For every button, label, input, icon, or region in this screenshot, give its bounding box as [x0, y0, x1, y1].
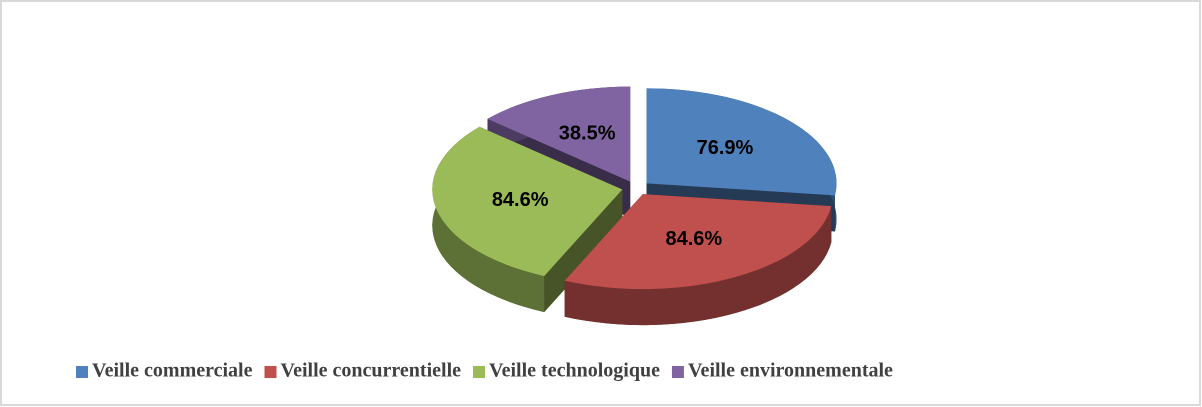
slice-edge [544, 189, 623, 313]
data-label: 38.5% [559, 122, 616, 144]
slice [432, 126, 623, 277]
legend-swatch [76, 366, 88, 378]
slice [487, 86, 631, 182]
legend-swatch [264, 366, 277, 378]
legend-swatch [671, 366, 684, 378]
data-label: 84.6% [665, 228, 722, 250]
legend-label: Veille concurrentielle [281, 360, 462, 382]
legend-swatch [473, 366, 486, 378]
legend: Veille commerciale Veille concurrentielle… [76, 360, 893, 382]
data-label: 76.9% [697, 137, 754, 159]
legend-label: Veille commerciale [92, 360, 253, 382]
data-labels: 76.9% 84.6% 84.6% 38.5% [492, 122, 754, 250]
data-label: 84.6% [492, 189, 549, 211]
legend-label: Veille environnementale [688, 360, 893, 382]
slice [646, 88, 837, 196]
slice-rim [564, 206, 832, 326]
legend-label: Veille technologique [489, 360, 660, 382]
pie-tops [432, 86, 837, 290]
slice [564, 194, 832, 290]
